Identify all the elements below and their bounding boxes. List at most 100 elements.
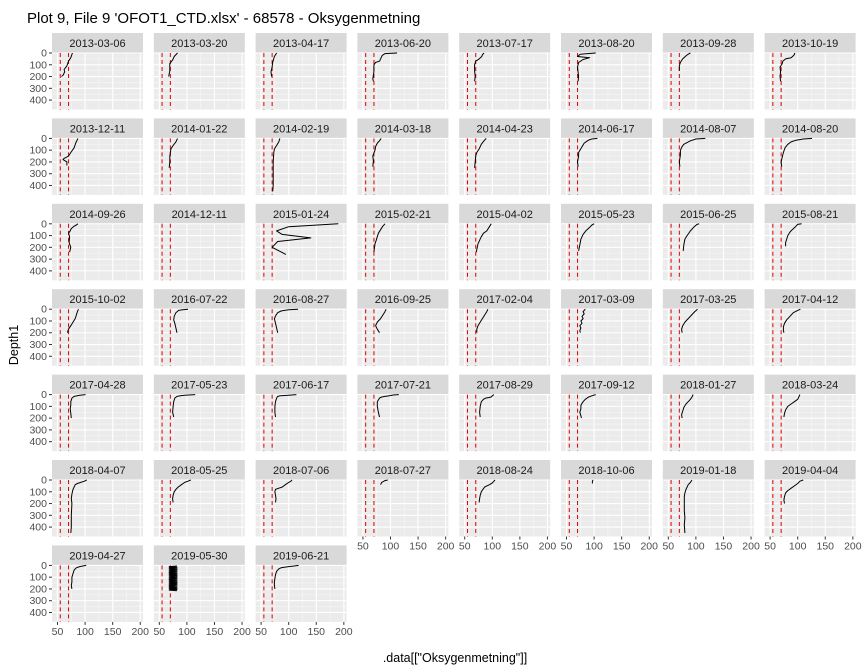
facet-strip-label: 2016-08-27 <box>273 294 329 306</box>
facet-strip-label: 2019-05-30 <box>171 550 227 562</box>
panel-background <box>764 309 856 366</box>
y-tick-label: 300 <box>29 254 47 266</box>
facet-strip <box>459 203 551 224</box>
series-line <box>68 223 79 253</box>
y-tick-label: 300 <box>29 168 47 180</box>
facet-panel: 2013-07-17 <box>459 33 551 110</box>
facet-strip <box>764 118 856 139</box>
x-tick-label: 50 <box>52 626 64 638</box>
x-tick-label: 50 <box>255 626 267 638</box>
facet-panel: 2019-05-30 50 100 150 200 <box>153 545 251 638</box>
series-line <box>479 394 495 418</box>
series-line <box>474 138 487 168</box>
facet-panel: 2019-06-21 50 100 150 200 <box>255 545 353 638</box>
facet-strip <box>153 33 245 53</box>
panel-background <box>459 480 551 537</box>
series-line <box>785 223 802 247</box>
facet-strip-label: 2017-04-28 <box>69 380 125 392</box>
panel-background <box>52 223 143 281</box>
x-axis-title: .data[["Oksygenmetning"]] <box>383 651 527 665</box>
facet-panel: 2013-08-20 <box>561 33 652 110</box>
x-tick-label: 150 <box>613 541 631 553</box>
facet-strip-label: 2017-08-29 <box>477 380 533 392</box>
facet-strip <box>357 460 449 480</box>
series-line <box>681 308 698 333</box>
facet-strip-label: 2015-06-25 <box>680 209 736 221</box>
series-line <box>173 308 189 333</box>
panel-background <box>255 53 347 110</box>
y-tick-label: 200 <box>29 156 47 168</box>
facet-strip <box>561 118 652 139</box>
y-tick-label: 200 <box>29 327 47 339</box>
facet-strip <box>764 374 856 395</box>
panel-background <box>255 223 347 281</box>
facet-panel: 2014-02-19 <box>255 118 347 195</box>
series-line <box>476 308 489 333</box>
facet-strip-label: 2015-02-21 <box>375 209 431 221</box>
facet-strip-label: 2014-01-22 <box>171 123 227 135</box>
panel-background <box>153 53 245 110</box>
x-tick-label: 100 <box>76 626 94 638</box>
panel-background <box>561 309 652 366</box>
panel-background <box>255 480 347 537</box>
series-line <box>61 52 73 77</box>
facet-strip <box>662 118 754 139</box>
y-tick-label: 0 <box>41 218 47 230</box>
series-line <box>780 137 813 167</box>
panel-background <box>52 394 143 452</box>
y-tick-label: 300 <box>29 83 47 95</box>
facet-strip-label: 2013-08-20 <box>578 38 634 50</box>
series-line <box>270 52 278 77</box>
facet-panel: 2015-05-23 <box>561 203 652 281</box>
x-tick-label: 200 <box>742 541 760 553</box>
x-tick-label: 200 <box>539 541 557 553</box>
facet-strip <box>662 289 754 310</box>
facet-strip-label: 2017-05-23 <box>171 380 227 392</box>
facet-strip-label: 2014-06-17 <box>578 123 634 135</box>
facet-strip-label: 2014-02-19 <box>273 123 329 135</box>
y-tick-label: 200 <box>29 71 47 83</box>
y-tick-label: 200 <box>29 242 47 254</box>
facet-strip <box>459 289 551 310</box>
panel-background <box>357 394 449 452</box>
panel-background <box>662 223 754 281</box>
facet-strip-label: 2017-03-09 <box>578 294 634 306</box>
facet-panel: 2017-06-17 <box>255 374 347 452</box>
facet-panel: 2017-07-21 <box>357 374 449 452</box>
facet-panel: 2017-02-04 <box>459 289 551 366</box>
panel-background <box>459 223 551 281</box>
facet-strip <box>255 374 347 395</box>
panel-background <box>764 138 856 195</box>
facet-panel: 2018-01-27 <box>662 374 754 452</box>
y-tick-label: 300 <box>29 339 47 351</box>
facet-strip-label: 2015-08-21 <box>782 209 838 221</box>
y-tick-label: 200 <box>29 583 47 595</box>
facet-panel: 2014-04-23 <box>459 118 551 195</box>
facet-strip <box>459 33 551 53</box>
series-line <box>577 137 598 167</box>
facet-strip-label: 2013-07-17 <box>477 38 533 50</box>
facet-panel: 2014-08-20 <box>764 118 856 195</box>
series-line <box>376 394 399 418</box>
series-line <box>168 52 178 77</box>
x-tick-label: 200 <box>131 626 149 638</box>
facet-panel: 2018-03-24 <box>764 374 856 452</box>
panel-background <box>764 480 856 537</box>
panel-background <box>561 53 652 110</box>
y-tick-label: 400 <box>29 351 47 363</box>
series-line <box>475 223 492 253</box>
facet-strip-label: 2014-08-20 <box>782 123 838 135</box>
facet-strip <box>255 460 347 480</box>
panel-background <box>153 480 245 537</box>
panel-background <box>255 309 347 366</box>
y-tick-label: 300 <box>29 510 47 522</box>
facet-strip <box>52 203 143 224</box>
y-tick-label: 300 <box>29 595 47 607</box>
facet-strip <box>459 118 551 139</box>
panel-background <box>153 223 245 281</box>
facet-strip <box>255 203 347 224</box>
series-line <box>578 223 595 251</box>
facet-panel: 2014-12-11 <box>153 203 245 281</box>
series-line <box>579 308 586 333</box>
